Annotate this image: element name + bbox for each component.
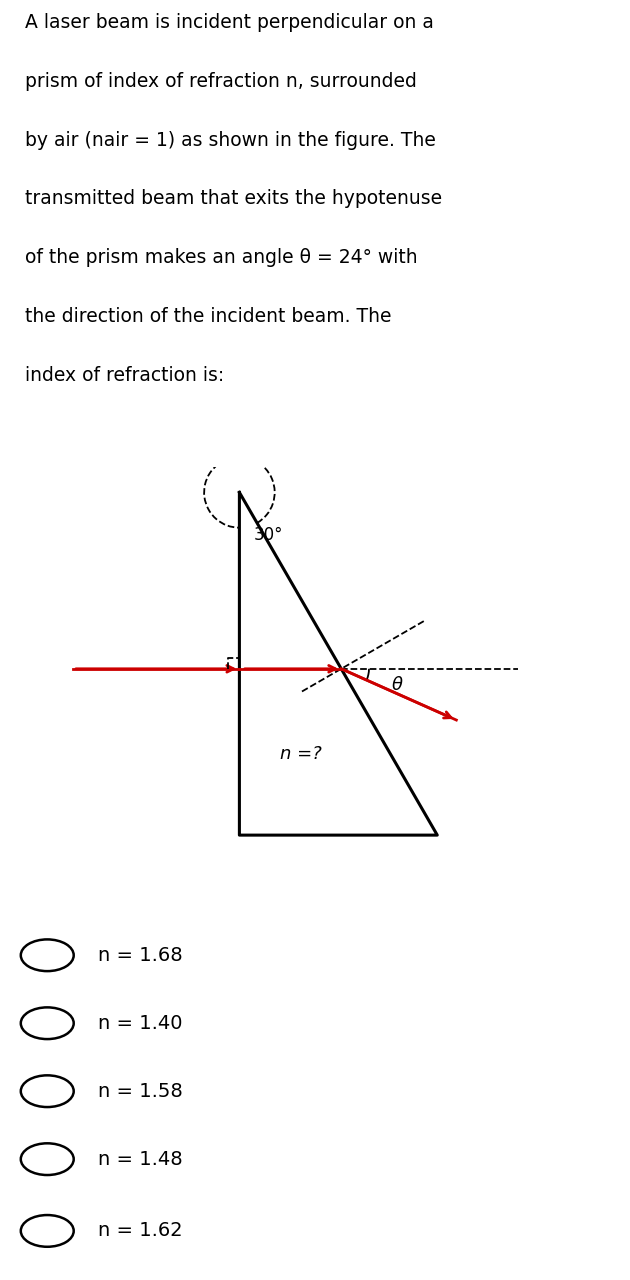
Text: index of refraction is:: index of refraction is: bbox=[25, 366, 224, 384]
Text: n =?: n =? bbox=[280, 745, 321, 763]
Text: 30°: 30° bbox=[253, 526, 283, 544]
Text: θ: θ bbox=[392, 676, 403, 694]
Text: n = 1.62: n = 1.62 bbox=[98, 1221, 182, 1240]
Text: n = 1.68: n = 1.68 bbox=[98, 946, 182, 965]
Text: by air (nair = 1) as shown in the figure. The: by air (nair = 1) as shown in the figure… bbox=[25, 131, 436, 150]
Text: A laser beam is incident perpendicular on a: A laser beam is incident perpendicular o… bbox=[25, 13, 434, 32]
Text: the direction of the incident beam. The: the direction of the incident beam. The bbox=[25, 307, 392, 326]
Text: n = 1.40: n = 1.40 bbox=[98, 1014, 182, 1033]
Text: of the prism makes an angle θ = 24° with: of the prism makes an angle θ = 24° with bbox=[25, 248, 418, 268]
Text: transmitted beam that exits the hypotenuse: transmitted beam that exits the hypotenu… bbox=[25, 189, 442, 209]
Text: n = 1.58: n = 1.58 bbox=[98, 1082, 183, 1101]
Text: prism of index of refraction n, surrounded: prism of index of refraction n, surround… bbox=[25, 72, 417, 91]
Text: n = 1.48: n = 1.48 bbox=[98, 1149, 182, 1169]
